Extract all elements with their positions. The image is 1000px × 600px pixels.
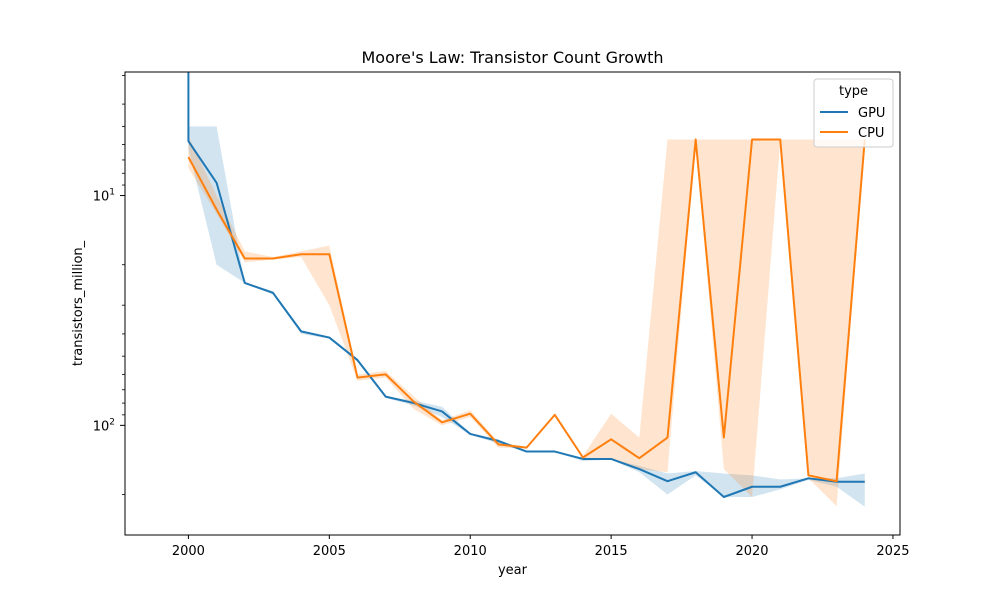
y-tick-label: 102 [93, 417, 115, 434]
legend: type GPU CPU [813, 78, 894, 148]
axes-frame [124, 71, 901, 536]
x-tick-label: 2020 [735, 544, 768, 559]
x-tick-label: 2010 [454, 544, 487, 559]
y-axis: 101 102 [93, 74, 125, 495]
x-tick-label: 2015 [595, 544, 628, 559]
chart-title: Moore's Law: Transistor Count Growth [362, 48, 664, 67]
y-axis-label: transistors_million_ [71, 240, 86, 366]
plot-area [187, 72, 866, 507]
legend-label-cpu: CPU [858, 126, 884, 141]
legend-label-gpu: GPU [858, 106, 885, 121]
cpu-confidence-band [188, 135, 865, 507]
legend-box [813, 78, 894, 148]
legend-title: type [839, 84, 868, 99]
cpu-series-line [187, 138, 866, 483]
x-axis-label: year [498, 563, 528, 578]
x-axis: 2000 2005 2010 2015 2020 2025 [172, 535, 910, 559]
x-tick-label: 2005 [313, 544, 346, 559]
series-group [187, 72, 866, 507]
y-tick-label: 101 [93, 188, 115, 205]
x-tick-label: 2025 [876, 544, 909, 559]
x-tick-label: 2000 [172, 544, 205, 559]
